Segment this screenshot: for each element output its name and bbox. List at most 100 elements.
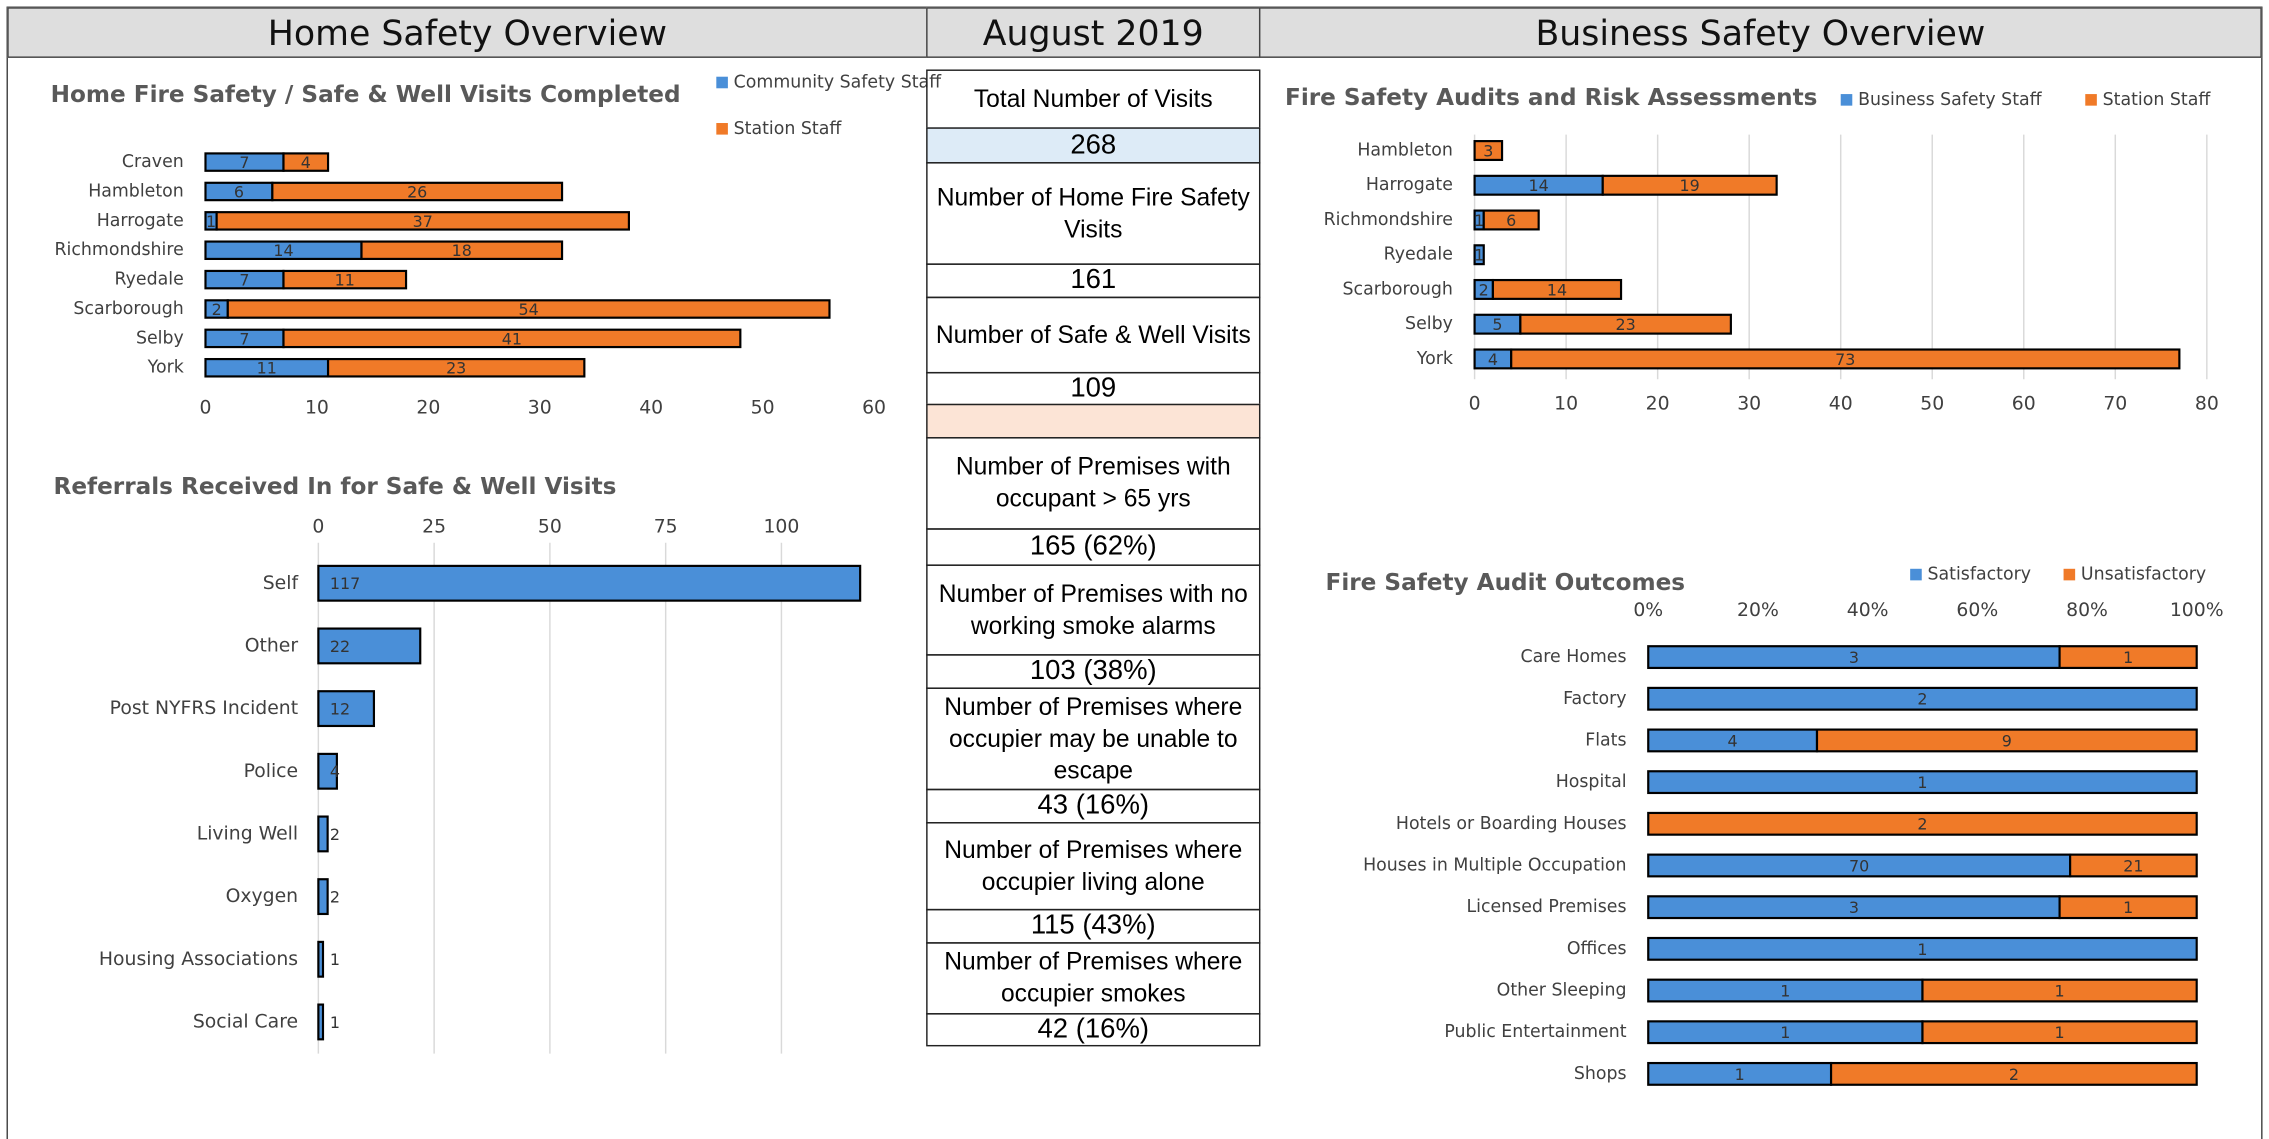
data-label: 7 xyxy=(239,271,249,290)
bar xyxy=(1921,978,2198,1003)
data-label: 14 xyxy=(1547,280,1567,299)
x-tick-label: 20 xyxy=(1646,393,1670,414)
data-label: 11 xyxy=(257,359,277,378)
category-label: Scarborough xyxy=(1343,279,1453,299)
bar xyxy=(1601,174,1778,196)
data-label: 2 xyxy=(1917,690,1927,709)
bar xyxy=(317,564,862,602)
category-label: Ryedale xyxy=(1384,245,1453,265)
data-label: 2 xyxy=(212,300,222,319)
row-label: Number of Safe & Well Visits xyxy=(926,296,1261,374)
category-label: Factory xyxy=(1563,689,1626,709)
x-tick-label: 50 xyxy=(538,516,562,537)
data-label: 3 xyxy=(1849,898,1859,917)
legend-swatch xyxy=(1840,94,1853,106)
data-label: 1 xyxy=(2123,898,2133,917)
data-label: 41 xyxy=(502,329,522,348)
data-label: 1 xyxy=(1780,1023,1790,1042)
category-label: Selby xyxy=(136,328,184,348)
bar xyxy=(1815,728,2198,753)
bar xyxy=(1491,278,1623,300)
data-label: 4 xyxy=(330,762,340,781)
legend-swatch xyxy=(716,76,728,89)
x-tick-label: 30 xyxy=(1737,393,1761,414)
x-tick-label: 10 xyxy=(1554,393,1578,414)
category-label: Police xyxy=(244,761,299,782)
x-tick-label: 80 xyxy=(2195,393,2219,414)
data-label: 1 xyxy=(2055,981,2065,1000)
legend-swatch xyxy=(1910,568,1922,581)
data-label: 19 xyxy=(1680,176,1700,195)
category-label: Living Well xyxy=(197,823,298,844)
data-label: 21 xyxy=(2123,856,2143,875)
category-label: Ryedale xyxy=(115,270,184,290)
row-value: 43 (16%) xyxy=(926,788,1261,824)
row-value: 115 (43%) xyxy=(926,908,1261,944)
data-label: 1 xyxy=(1735,1065,1745,1084)
category-label: Shops xyxy=(1574,1064,1627,1084)
category-label: Richmondshire xyxy=(1324,210,1453,230)
x-tick-label: 30 xyxy=(528,398,552,419)
x-tick-label: 75 xyxy=(654,516,678,537)
bar xyxy=(1482,209,1540,231)
spacer-row xyxy=(926,403,1261,439)
chart-title: Fire Safety Audits and Risk Assessments xyxy=(1285,85,1817,111)
x-tick-label: 10 xyxy=(305,398,329,419)
chart-title: Home Fire Safety / Safe & Well Visits Co… xyxy=(51,82,681,108)
x-tick-label: 20 xyxy=(416,398,440,419)
data-label: 2 xyxy=(2009,1065,2019,1084)
bar xyxy=(1647,811,2198,836)
x-tick-label: 60 xyxy=(862,398,886,419)
bar xyxy=(282,269,408,290)
category-label: Harrogate xyxy=(1366,175,1453,195)
x-tick-label: 20% xyxy=(1737,600,1779,621)
row-value: 109 xyxy=(926,371,1261,406)
x-tick-label: 0 xyxy=(1469,393,1481,414)
bar xyxy=(1921,1020,2198,1045)
data-label: 7 xyxy=(239,153,249,172)
bar xyxy=(1647,770,2198,795)
category-label: Oxygen xyxy=(226,886,298,907)
x-tick-label: 0 xyxy=(200,398,212,419)
bar xyxy=(1519,313,1732,335)
bar xyxy=(2058,895,2198,920)
bar xyxy=(271,181,564,202)
bar xyxy=(317,940,325,978)
x-tick-label: 25 xyxy=(422,516,446,537)
x-tick-label: 0% xyxy=(1633,600,1663,621)
header: Home Safety Overview xyxy=(7,7,928,58)
x-tick-label: 40 xyxy=(1829,393,1853,414)
data-label: 70 xyxy=(1849,856,1869,875)
data-label: 2 xyxy=(330,825,340,844)
data-label: 4 xyxy=(1488,350,1498,369)
bar xyxy=(2058,645,2198,670)
x-tick-label: 50 xyxy=(1920,393,1944,414)
category-label: Harrogate xyxy=(97,211,184,231)
x-tick-label: 60% xyxy=(1956,600,1998,621)
bar xyxy=(326,357,586,378)
row-label: Number of Premises with occupant > 65 yr… xyxy=(926,437,1261,530)
category-label: Housing Associations xyxy=(99,949,298,970)
category-label: Selby xyxy=(1405,314,1453,334)
x-tick-label: 80% xyxy=(2066,600,2108,621)
bar xyxy=(317,752,338,790)
row-label: Number of Premises where occupier smokes xyxy=(926,942,1261,1015)
bar xyxy=(1473,244,1485,266)
data-label: 23 xyxy=(1615,315,1635,334)
category-label: Licensed Premises xyxy=(1466,897,1626,917)
x-tick-label: 50 xyxy=(751,398,775,419)
data-label: 23 xyxy=(446,359,466,378)
legend-label: Community Safety Staff xyxy=(734,72,942,92)
bar xyxy=(317,815,329,853)
row-value: 103 (38%) xyxy=(926,654,1261,689)
x-tick-label: 40% xyxy=(1847,600,1889,621)
data-label: 1 xyxy=(330,950,340,969)
category-label: Care Homes xyxy=(1521,647,1627,667)
bar xyxy=(317,1003,325,1041)
data-label: 6 xyxy=(234,182,244,201)
legend-swatch xyxy=(2063,568,2076,581)
header: August 2019 xyxy=(926,7,1261,58)
category-label: Houses in Multiple Occupation xyxy=(1363,855,1626,875)
x-tick-label: 70 xyxy=(2103,393,2127,414)
